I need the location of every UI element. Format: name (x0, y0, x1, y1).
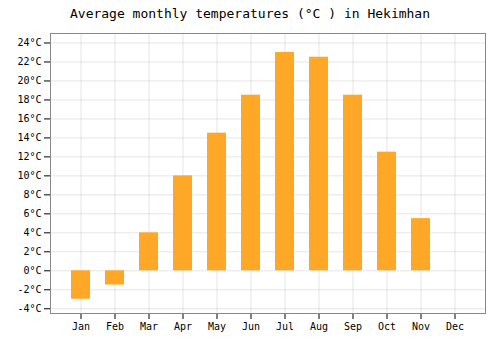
svg-text:6°C: 6°C (23, 208, 41, 219)
svg-text:Jul: Jul (276, 321, 294, 332)
svg-text:10°C: 10°C (17, 170, 41, 181)
svg-text:20°C: 20°C (17, 75, 41, 86)
html-text:Average monthly temperatures (: Average monthly temperatures (°C ) in He… (70, 6, 430, 21)
svg-text:16°C: 16°C (17, 113, 41, 124)
svg-text:Feb: Feb (106, 321, 124, 332)
svg-text:0°C: 0°C (23, 265, 41, 276)
svg-text:Mar: Mar (140, 321, 158, 332)
svg-text:Sep: Sep (344, 321, 362, 332)
svg-text:24°C: 24°C (17, 37, 41, 48)
svg-text:8°C: 8°C (23, 189, 41, 200)
svg-text:12°C: 12°C (17, 151, 41, 162)
svg-text:-2°C: -2°C (17, 284, 41, 295)
svg-text:Jan: Jan (72, 321, 90, 332)
svg-text:May: May (208, 321, 226, 332)
svg-text:-4°C: -4°C (17, 303, 41, 314)
svg-text:22°C: 22°C (17, 56, 41, 67)
svg-text:Apr: Apr (174, 321, 192, 332)
svg-text:14°C: 14°C (17, 132, 41, 143)
svg-text:2°C: 2°C (23, 246, 41, 257)
svg-text:4°C: 4°C (23, 227, 41, 238)
svg-text:18°C: 18°C (17, 94, 41, 105)
svg-text:Dec: Dec (446, 321, 464, 332)
svg-text:Nov: Nov (412, 321, 430, 332)
svg-text:Jun: Jun (242, 321, 260, 332)
svg-text:Aug: Aug (310, 321, 328, 332)
svg-text:Oct: Oct (378, 321, 396, 332)
